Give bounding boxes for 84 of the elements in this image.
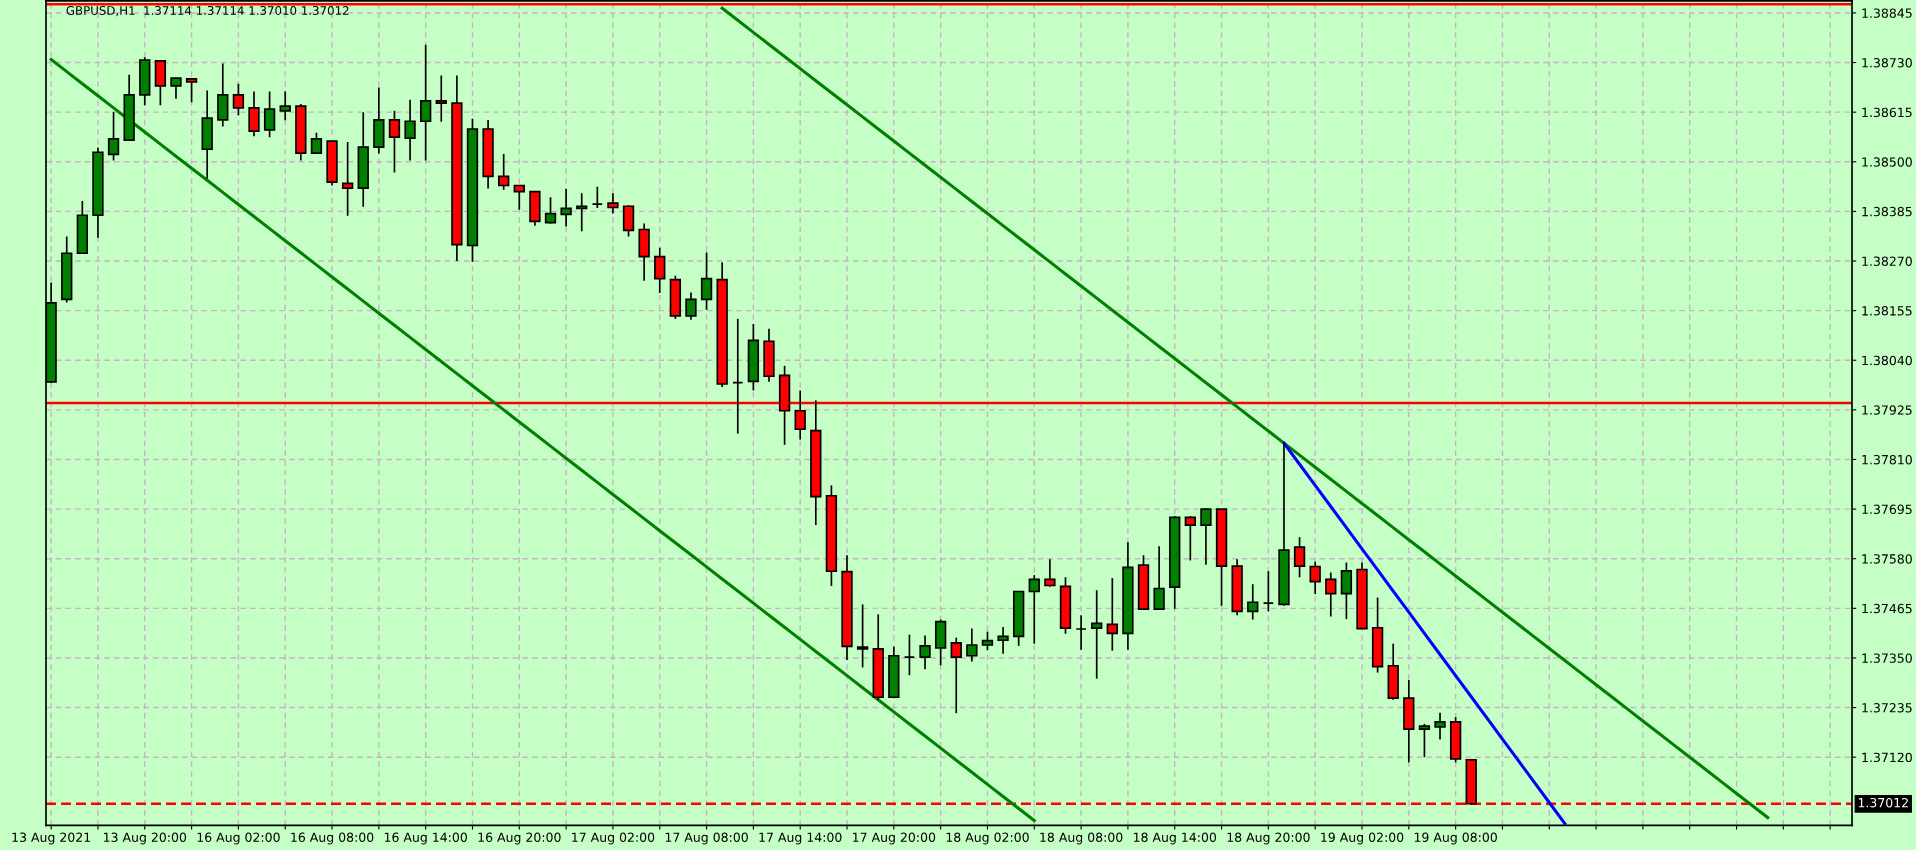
- y-tick-label: 1.37925: [1862, 405, 1912, 415]
- chart-title: GBPUSD,H1 1.37114 1.37114 1.37010 1.37012: [66, 6, 349, 17]
- candlestick: [185, 78, 198, 104]
- x-tick-label: 17 Aug 02:00: [572, 832, 655, 845]
- candlestick: [1418, 723, 1431, 759]
- candlestick: [1293, 536, 1306, 579]
- candlestick: [404, 98, 416, 162]
- ref-line-label: 1.37012: [1858, 797, 1908, 808]
- y-tick-label: 1.37350: [1862, 653, 1912, 663]
- line-series: [49, 58, 1036, 823]
- candlestick: [341, 141, 354, 217]
- candlestick: [232, 82, 245, 117]
- candlestick: [435, 74, 447, 123]
- candlestick: [856, 603, 869, 669]
- x-tick-label: 19 Aug 08:00: [1414, 832, 1497, 845]
- candlestick: [966, 627, 978, 663]
- candlestick: [732, 317, 744, 435]
- candlestick: [1044, 558, 1056, 588]
- x-tick-label: 13 Aug 2021: [12, 832, 91, 845]
- y-tick-label: 1.38500: [1862, 157, 1912, 167]
- candlestick: [997, 626, 1009, 655]
- candlestick: [1091, 589, 1103, 680]
- candlestick: [107, 110, 120, 162]
- candlestick: [576, 192, 588, 233]
- y-tick-label: 1.37580: [1862, 554, 1912, 564]
- candlestick: [1153, 545, 1165, 611]
- x-tick-label: 18 Aug 20:00: [1227, 832, 1310, 845]
- x-tick-label: 16 Aug 02:00: [197, 832, 280, 845]
- candlestick: [560, 188, 572, 228]
- candlestick: [654, 246, 666, 294]
- x-tick-label: 16 Aug 20:00: [478, 832, 561, 845]
- candlestick: [1434, 711, 1446, 741]
- candlestick: [591, 185, 603, 209]
- y-tick-label: 1.37120: [1862, 752, 1912, 763]
- line-series: [720, 6, 1770, 820]
- x-tick-label: 17 Aug 14:00: [759, 832, 842, 845]
- x-tick-label: 16 Aug 14:00: [384, 832, 467, 845]
- line-series: [1282, 441, 1567, 826]
- candlestick: [170, 77, 182, 100]
- y-tick-label: 1.38040: [1862, 355, 1912, 366]
- candlestick: [981, 630, 994, 652]
- y-tick-label: 1.37810: [1862, 454, 1912, 465]
- x-tick-label: 16 Aug 08:00: [291, 832, 374, 845]
- x-tick-label: 13 Aug 20:00: [104, 832, 187, 845]
- candlestick: [700, 251, 713, 311]
- x-tick-label: 18 Aug 08:00: [1040, 832, 1123, 845]
- y-tick-label: 1.38730: [1862, 58, 1912, 68]
- x-tick-label: 17 Aug 20:00: [853, 832, 936, 845]
- candlestick: [1028, 574, 1040, 645]
- y-tick-label: 1.37465: [1862, 603, 1912, 614]
- x-tick-label: 17 Aug 08:00: [665, 832, 748, 845]
- x-tick-label: 18 Aug 14:00: [1133, 832, 1217, 845]
- y-tick-label: 1.38615: [1862, 107, 1912, 118]
- candlestick: [950, 636, 962, 715]
- candlestick: [1325, 571, 1337, 618]
- y-tick-label: 1.37235: [1862, 703, 1912, 713]
- candlestick: [248, 90, 260, 138]
- y-tick-label: 1.38845: [1862, 8, 1912, 18]
- candlestick: [1200, 507, 1212, 566]
- candlestick: [279, 90, 291, 122]
- y-tick-label: 1.38270: [1862, 256, 1912, 266]
- candlestick: [1262, 570, 1275, 613]
- candlestick: [685, 291, 697, 321]
- candlestick: [919, 634, 931, 671]
- candlestick: [903, 633, 916, 677]
- candlestick: [1184, 515, 1197, 562]
- candlestick: [1340, 561, 1353, 620]
- y-tick-label: 1.38155: [1862, 306, 1912, 316]
- candlestick: [263, 90, 276, 139]
- candlestick: [1247, 583, 1259, 621]
- candlestick: [388, 110, 401, 174]
- candlestick: [419, 44, 432, 162]
- y-tick-label: 1.37695: [1862, 504, 1912, 515]
- y-tick-label: 1.38385: [1862, 206, 1912, 217]
- candlestick: [498, 153, 510, 191]
- candlestick: [1106, 577, 1118, 652]
- candlestick: [1075, 614, 1087, 651]
- candlestick: [1309, 560, 1321, 595]
- candlestick: [310, 132, 323, 154]
- candlestick: [544, 196, 557, 225]
- candlestick: [513, 184, 525, 211]
- candlestick: [607, 192, 619, 215]
- x-tick-label: 18 Aug 02:00: [946, 832, 1029, 845]
- x-tick-label: 19 Aug 02:00: [1321, 832, 1404, 845]
